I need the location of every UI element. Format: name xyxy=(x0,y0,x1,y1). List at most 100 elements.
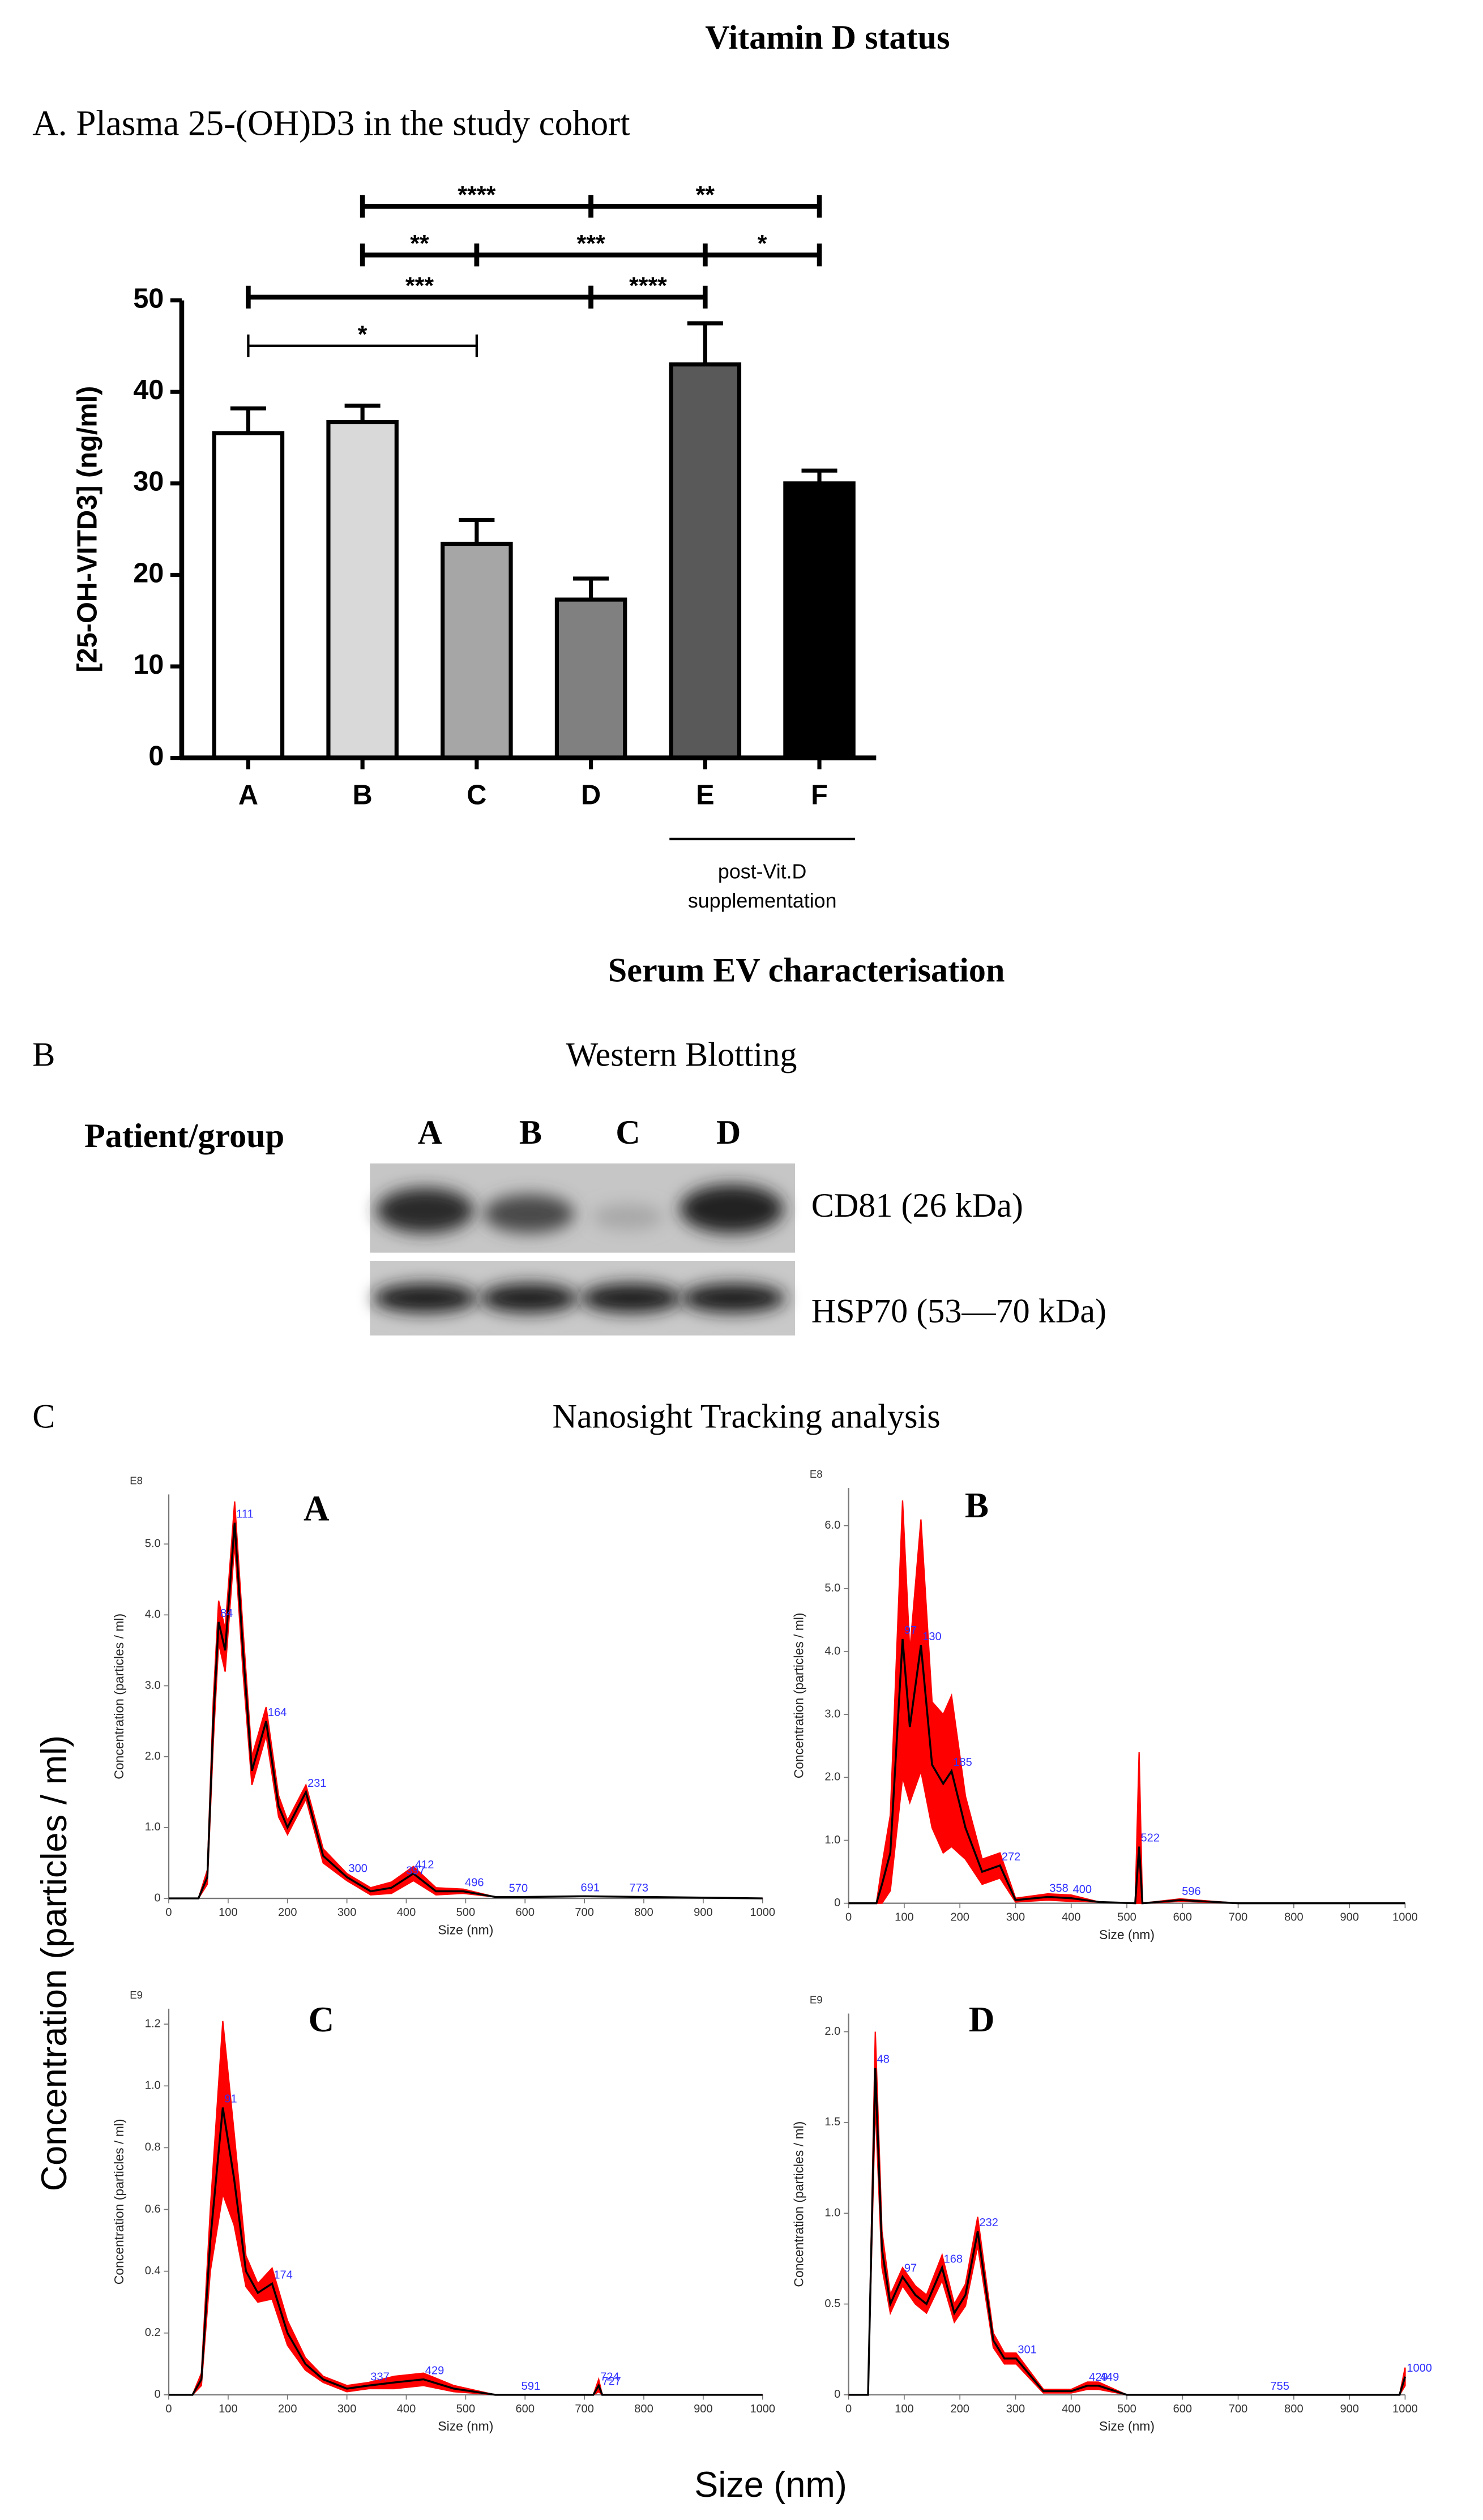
y-tick-label: 3.0 xyxy=(824,1708,840,1721)
shared-x-label: Size (nm) xyxy=(694,2465,847,2505)
y-tick-label: 1.5 xyxy=(824,2116,840,2128)
y-tick-label: 0 xyxy=(834,1897,840,1909)
blot-image xyxy=(370,1163,796,1336)
significance-label: **** xyxy=(629,272,667,300)
x-tick-label: 300 xyxy=(337,2403,356,2415)
multiplier: E9 xyxy=(130,1989,143,2001)
peak-label: 496 xyxy=(465,1876,484,1889)
x-tick-label: 200 xyxy=(278,1906,297,1919)
y-tick-label: 5.0 xyxy=(824,1582,840,1594)
section-title: Serum EV characterisation xyxy=(608,952,1005,990)
x-tick-label: 900 xyxy=(1340,1911,1358,1924)
y-tick-label: 20 xyxy=(133,558,164,588)
x-tick-label: 300 xyxy=(337,1906,356,1919)
peak-label: 724 xyxy=(600,2371,619,2383)
peak-label: 84 xyxy=(220,1607,233,1620)
peak-label: 97 xyxy=(904,1624,917,1637)
x-tick-label: C xyxy=(467,780,486,810)
figure-title: Vitamin D status xyxy=(705,19,950,57)
peak-label: 185 xyxy=(953,1756,972,1769)
y-tick-label: 1.0 xyxy=(145,2080,161,2092)
blot-band xyxy=(373,1283,477,1313)
panel-label: B xyxy=(32,1036,55,1074)
error-band xyxy=(169,1501,763,1899)
y-tick-label: 1.0 xyxy=(824,2207,840,2219)
bar xyxy=(554,597,627,760)
y-axis-label: Concentration (particles / ml) xyxy=(112,2119,126,2284)
peak-label: 596 xyxy=(1182,1885,1200,1898)
peak-label: 301 xyxy=(1018,2344,1036,2356)
x-tick-label: 700 xyxy=(1229,2403,1247,2415)
x-tick-label: 700 xyxy=(1229,1911,1247,1924)
x-tick-label: 0 xyxy=(165,1906,172,1919)
y-tick-label: 10 xyxy=(133,649,164,680)
peak-label: 97 xyxy=(904,2262,917,2274)
blot-band xyxy=(480,1283,578,1313)
line xyxy=(169,2107,763,2396)
x-axis-label: Size (nm) xyxy=(438,1922,493,1937)
peak-label: 400 xyxy=(1073,1884,1092,1896)
peak-label: 691 xyxy=(581,1881,600,1894)
x-tick-label: 800 xyxy=(634,2403,653,2415)
peak-label: 272 xyxy=(1002,1851,1020,1863)
panel-label: C xyxy=(32,1398,55,1436)
y-tick-label: 2.0 xyxy=(824,1771,840,1783)
x-tick-label: 100 xyxy=(219,2403,237,2415)
peak-label: 591 xyxy=(522,2380,540,2393)
band-label: CD81 (26 kDa) xyxy=(811,1187,1023,1225)
y-tick-label: 0.4 xyxy=(145,2265,161,2277)
x-tick-label: 300 xyxy=(1006,1911,1025,1924)
x-tick-label: 600 xyxy=(1173,1911,1192,1924)
panel-letter: B xyxy=(965,1486,989,1525)
peak-label: 449 xyxy=(1100,2371,1119,2384)
lane-label: C xyxy=(616,1114,640,1152)
y-tick-label: 1.2 xyxy=(145,2017,161,2030)
x-tick-label: B xyxy=(353,780,373,810)
blot-band xyxy=(679,1184,784,1234)
x-tick-label: 0 xyxy=(845,1911,852,1924)
bar xyxy=(441,541,513,760)
x-tick-label: 600 xyxy=(1173,2403,1192,2415)
panel-letter: A xyxy=(304,1489,330,1529)
peak-label: 429 xyxy=(425,2365,444,2377)
x-tick-label: 100 xyxy=(895,1911,913,1924)
peak-label: 48 xyxy=(877,2053,890,2066)
lane-label: D xyxy=(716,1114,741,1152)
lane-label: A xyxy=(418,1114,442,1152)
x-tick-label: 200 xyxy=(950,1911,969,1924)
x-tick-label: 600 xyxy=(516,2403,535,2415)
line xyxy=(848,1638,1405,1905)
x-tick-label: 600 xyxy=(516,1906,535,1919)
lane-label: B xyxy=(519,1114,542,1152)
blot-band xyxy=(681,1283,785,1313)
x-tick-label: 700 xyxy=(575,1906,593,1919)
y-axis-label: Concentration (particles / ml) xyxy=(792,2121,806,2287)
peak-label: 164 xyxy=(268,1706,287,1719)
x-tick-label: 1000 xyxy=(750,1906,775,1919)
significance-label: ** xyxy=(696,182,715,209)
x-tick-label: 1000 xyxy=(1392,2403,1418,2415)
peak-label: 111 xyxy=(236,1508,253,1521)
multiplier: E8 xyxy=(130,1475,143,1487)
blot-band xyxy=(592,1204,664,1230)
x-tick-label: 800 xyxy=(1284,2403,1303,2415)
error-band xyxy=(169,2021,763,2396)
blot-band xyxy=(483,1194,575,1234)
bar xyxy=(669,362,742,760)
y-axis-label: Concentration (particles / ml) xyxy=(792,1612,806,1778)
x-tick-label: 800 xyxy=(1284,1911,1303,1924)
peak-label: 358 xyxy=(1049,1882,1068,1894)
x-tick-label: 500 xyxy=(456,2403,475,2415)
x-tick-label: F xyxy=(811,780,828,810)
panel-title: Nanosight Tracking analysis xyxy=(553,1398,941,1436)
x-tick-label: 1000 xyxy=(1392,1911,1418,1924)
y-tick-label: 0 xyxy=(148,741,164,772)
multiplier: E8 xyxy=(810,1468,823,1480)
x-tick-label: 900 xyxy=(694,1906,712,1919)
peak-label: 337 xyxy=(370,2371,389,2383)
x-tick-label: 500 xyxy=(1117,2403,1136,2415)
y-tick-label: 4.0 xyxy=(824,1645,840,1657)
peak-label: 130 xyxy=(922,1631,941,1643)
x-tick-label: 900 xyxy=(1340,2403,1358,2415)
